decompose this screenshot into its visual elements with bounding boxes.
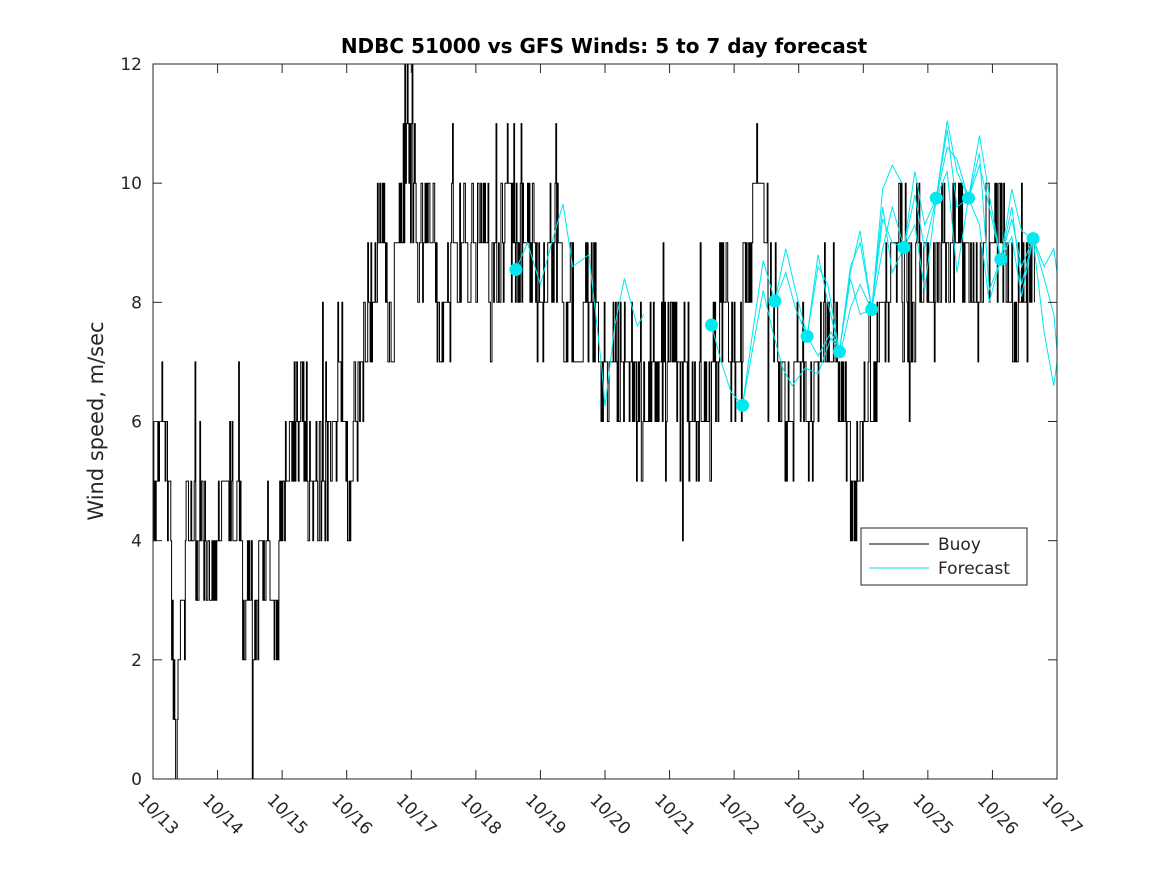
forecast-marker-2	[705, 318, 719, 332]
forecast-marker-8	[897, 241, 911, 255]
forecast-marker-4	[768, 294, 782, 308]
forecast-series-line-10	[968, 188, 1058, 351]
forecast-marker-10	[962, 191, 976, 205]
y-tick-label-2: 2	[131, 651, 142, 671]
y-tick-label-10: 10	[120, 174, 142, 194]
forecast-marker-5	[800, 329, 814, 343]
forecast-series-line-2	[711, 290, 842, 407]
y-tick-label-0: 0	[131, 770, 142, 790]
legend-label-forecast: Forecast	[938, 559, 1010, 579]
y-tick-label-12: 12	[120, 55, 142, 75]
chart-title: NDBC 51000 vs GFS Winds: 5 to 7 day fore…	[341, 34, 868, 58]
legend-label-buoy: Buoy	[938, 535, 981, 555]
forecast-marker-12	[1026, 232, 1040, 246]
forecast-marker-11	[994, 252, 1008, 266]
buoy-series-line	[153, 63, 1035, 780]
legend: Buoy Forecast	[860, 527, 1028, 586]
y-axis-label: Wind speed, m/sec	[84, 321, 108, 520]
forecast-marker-6	[832, 345, 846, 359]
legend-box	[860, 527, 1028, 586]
forecast-marker-7	[865, 302, 879, 316]
y-tick-label-6: 6	[131, 413, 142, 433]
forecast-marker-9	[929, 191, 943, 205]
forecast-series-line-1	[515, 203, 645, 407]
forecast-marker-3	[736, 398, 750, 412]
y-tick-label-8: 8	[131, 293, 142, 313]
y-tick-label-4: 4	[131, 532, 142, 552]
forecast-series-line-5	[806, 164, 903, 352]
forecast-marker-1	[509, 263, 523, 277]
